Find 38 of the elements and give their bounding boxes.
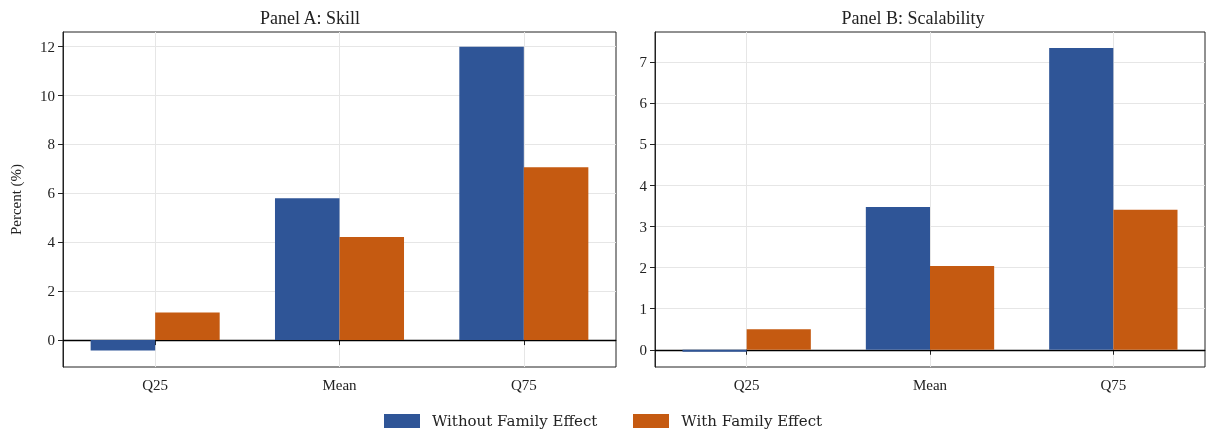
y-tick-label: 2	[639, 259, 647, 276]
bar	[90, 340, 156, 351]
bar	[930, 266, 995, 350]
x-tick-label: Q75	[1100, 376, 1127, 393]
chart-title: Panel B: Scalability	[841, 8, 985, 28]
y-tick-label: 0	[639, 341, 647, 358]
y-axis-title: Percent (%)	[7, 163, 25, 236]
legend-label: With Family Effect	[681, 412, 823, 430]
bar	[523, 167, 589, 341]
x-tick-label: Q25	[142, 376, 169, 393]
chart-title: Panel A: Skill	[259, 8, 361, 28]
y-tick-label: 7	[639, 54, 648, 71]
y-tick-label: 1	[639, 300, 647, 317]
bar	[1049, 48, 1114, 350]
y-tick-label: 4	[47, 234, 56, 251]
y-tick-label: 12	[40, 38, 55, 55]
x-tick-label: Mean	[912, 376, 948, 393]
bar	[1113, 209, 1178, 350]
bar	[339, 236, 405, 341]
y-tick-label: 2	[47, 283, 55, 300]
bar	[155, 312, 220, 341]
y-tick-label: 8	[47, 136, 55, 153]
bar	[746, 329, 811, 350]
x-tick-label: Mean	[322, 376, 358, 393]
bar	[459, 46, 524, 341]
bar	[274, 198, 340, 341]
x-tick-label: Q75	[510, 376, 537, 393]
legend-label: Without Family Effect	[431, 412, 598, 430]
y-tick-label: 3	[639, 218, 647, 235]
y-tick-label: 10	[40, 87, 55, 104]
y-tick-label: 5	[639, 136, 647, 153]
x-tick-label: Q25	[733, 376, 760, 393]
y-tick-label: 6	[639, 95, 648, 112]
y-tick-label: 4	[639, 177, 648, 194]
y-tick-label: 0	[47, 332, 55, 349]
y-tick-label: 6	[47, 185, 56, 202]
bar	[682, 349, 747, 352]
bar	[865, 206, 930, 350]
